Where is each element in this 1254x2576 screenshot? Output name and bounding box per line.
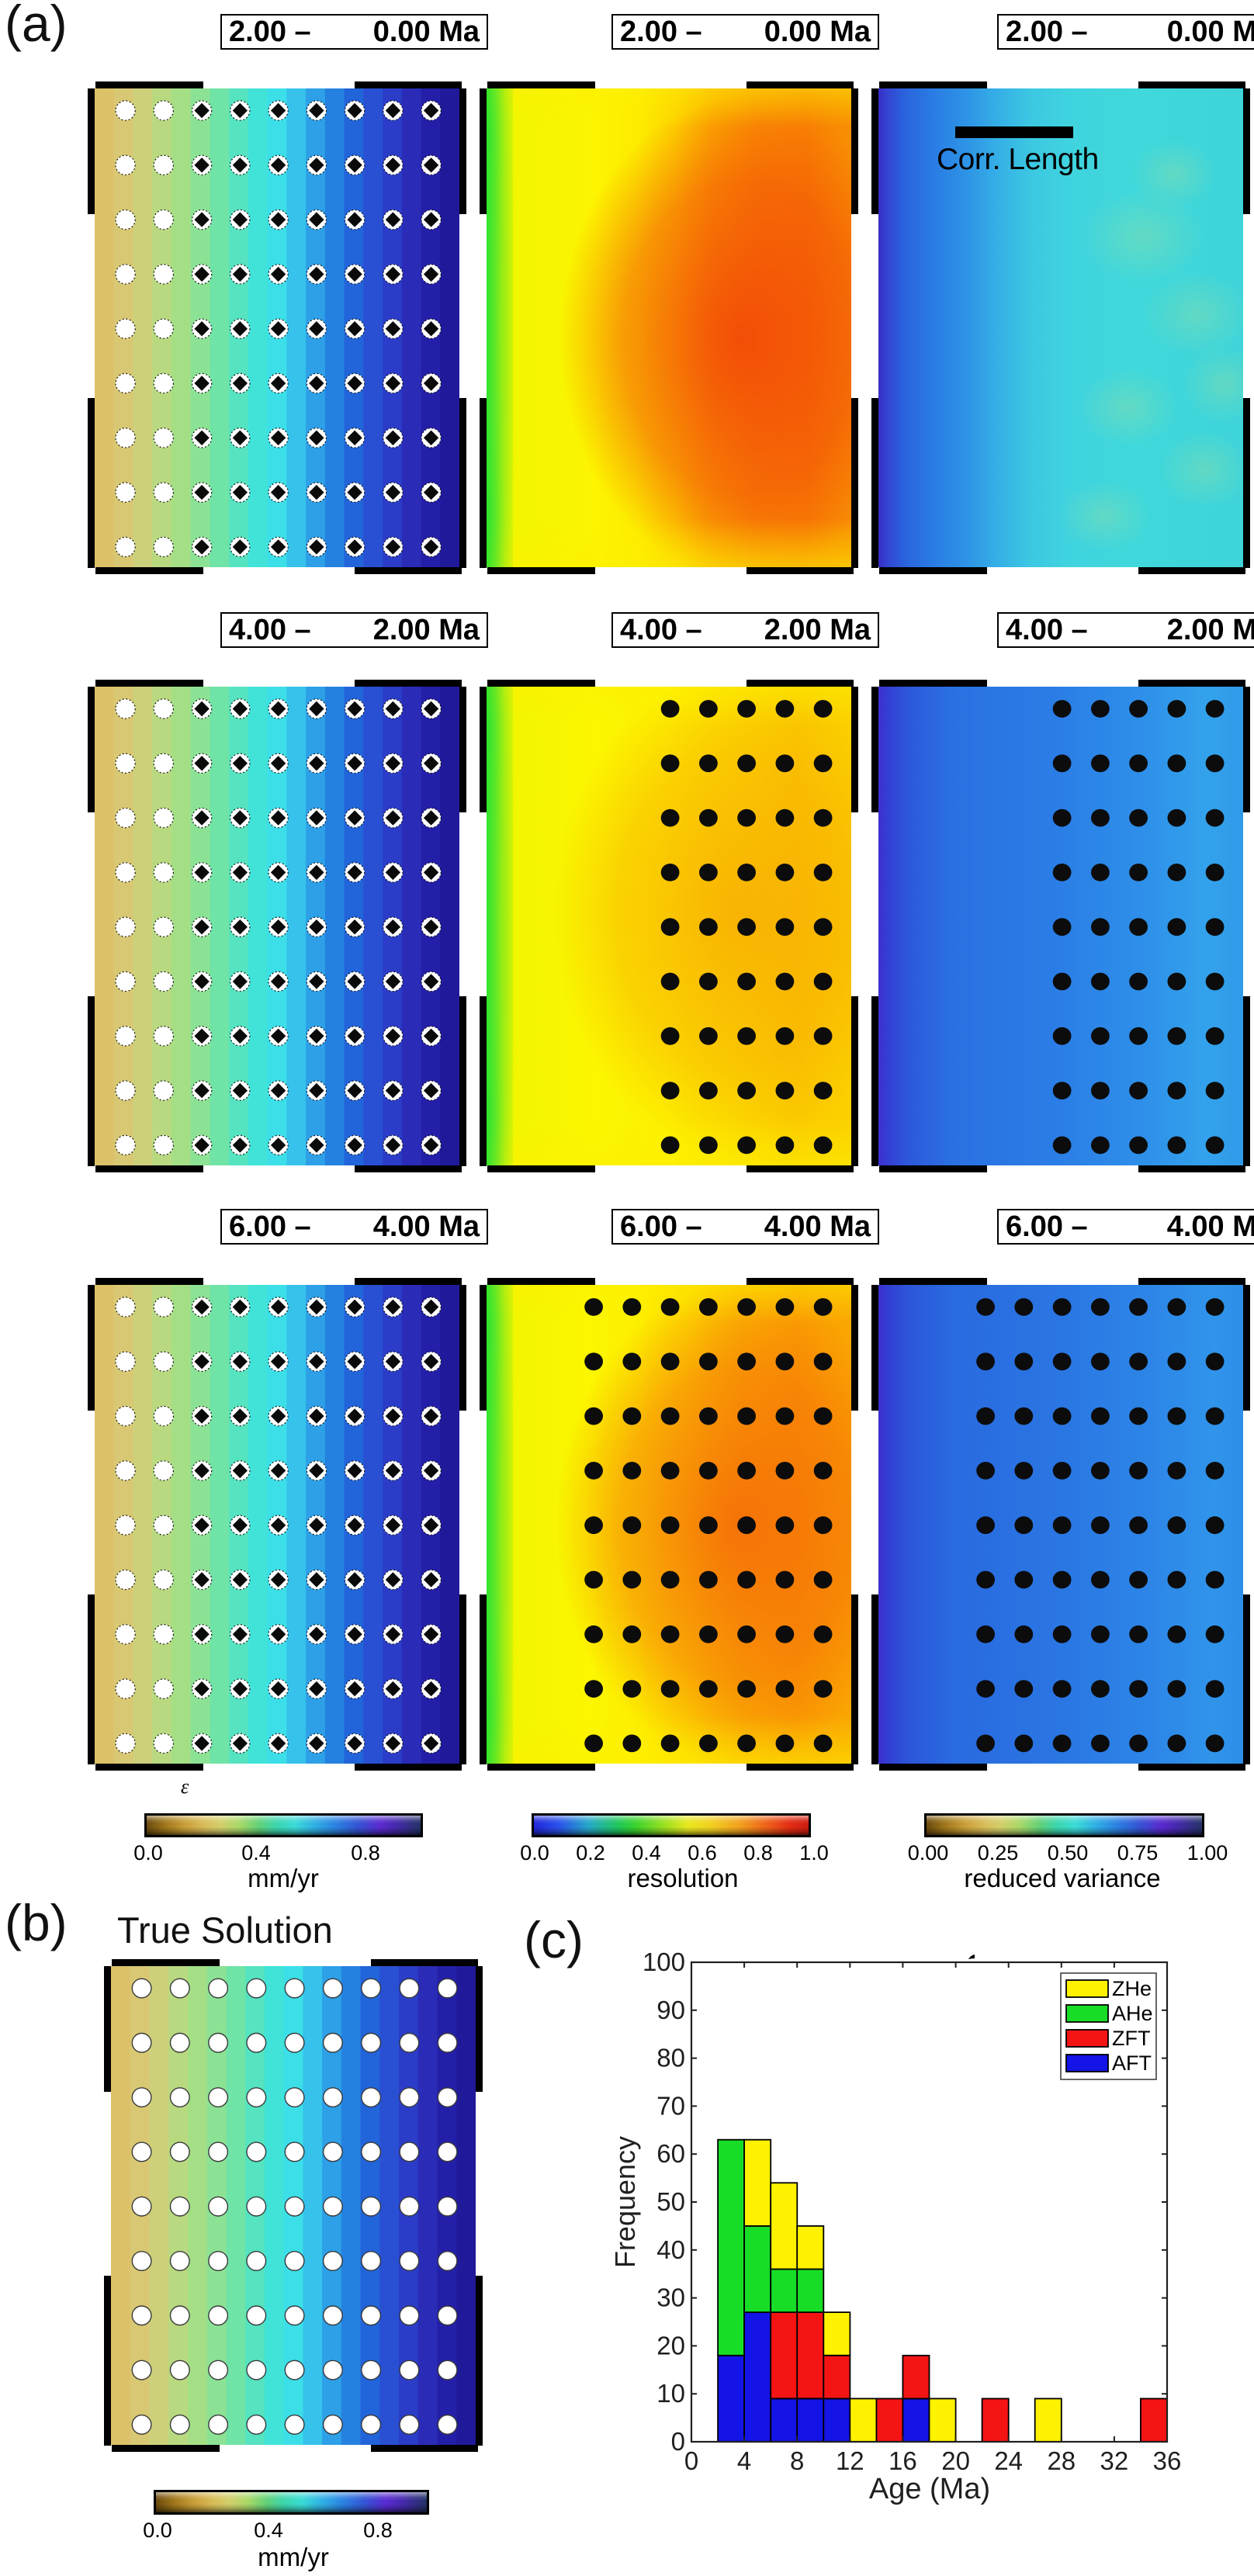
svg-text:80: 80 bbox=[656, 2044, 685, 2072]
svg-text:ZHe: ZHe bbox=[1112, 1977, 1152, 2000]
svg-text:20: 20 bbox=[656, 2331, 685, 2360]
svg-text:0: 0 bbox=[671, 2427, 685, 2456]
svg-text:10: 10 bbox=[656, 2379, 685, 2408]
svg-text:40: 40 bbox=[656, 2235, 685, 2264]
svg-text:Frequency: Frequency bbox=[609, 2136, 641, 2268]
svg-text:30: 30 bbox=[656, 2283, 685, 2312]
svg-text:12: 12 bbox=[836, 2446, 864, 2475]
svg-text:Corr. Length: Corr. Length bbox=[937, 143, 1099, 176]
svg-text:0: 0 bbox=[684, 2446, 698, 2475]
svg-text:32: 32 bbox=[1100, 2446, 1129, 2475]
svg-text:60: 60 bbox=[656, 2139, 685, 2168]
svg-text:ZFT: ZFT bbox=[1112, 2027, 1150, 2050]
svg-text:36: 36 bbox=[1153, 2446, 1182, 2475]
svg-text:50: 50 bbox=[656, 2187, 685, 2216]
svg-text:AFT: AFT bbox=[1112, 2051, 1152, 2075]
svg-text:Age (Ma): Age (Ma) bbox=[869, 2473, 990, 2505]
svg-text:8: 8 bbox=[790, 2446, 804, 2475]
svg-text:70: 70 bbox=[656, 2091, 685, 2120]
svg-text:4: 4 bbox=[737, 2446, 751, 2475]
svg-text:AHe: AHe bbox=[1112, 2002, 1153, 2025]
svg-text:28: 28 bbox=[1047, 2446, 1076, 2475]
svg-text:100: 100 bbox=[643, 1948, 685, 1976]
svg-text:20: 20 bbox=[941, 2446, 970, 2475]
svg-text:90: 90 bbox=[656, 1996, 685, 2024]
svg-text:16: 16 bbox=[889, 2446, 917, 2475]
svg-text:24: 24 bbox=[994, 2446, 1023, 2475]
